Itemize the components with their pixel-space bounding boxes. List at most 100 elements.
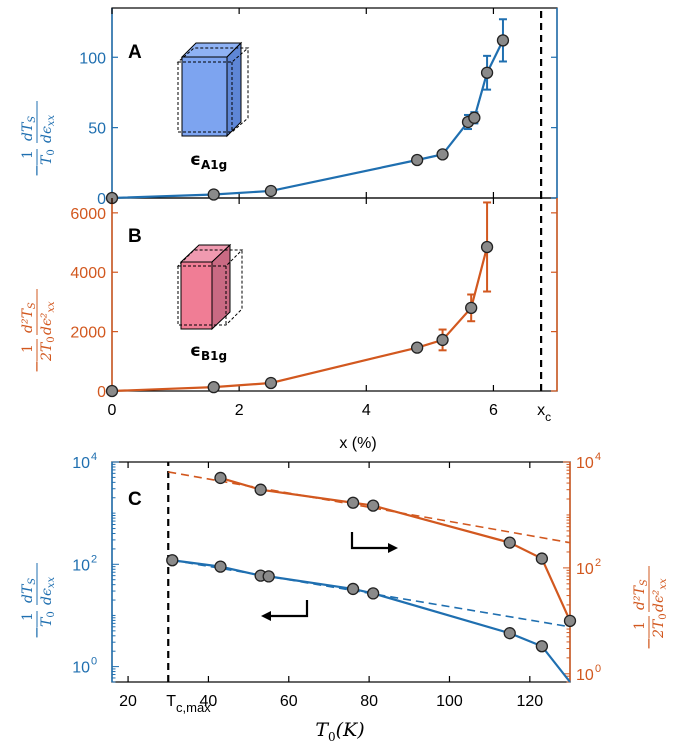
y-tick-label-right: 10 <box>576 561 594 578</box>
y-tick-label: 0 <box>97 384 106 401</box>
x-tick-label: 4 <box>362 402 371 419</box>
svg-text:dϵ²xx: dϵ²xx <box>651 578 669 612</box>
data-point <box>166 554 179 567</box>
data-point <box>366 587 380 600</box>
data-point <box>214 471 227 485</box>
svg-text:dϵxx: dϵxx <box>39 577 57 605</box>
svg-text:−: − <box>639 637 658 650</box>
x-tick-label: 20 <box>119 693 137 710</box>
inset-label-a: ϵA1g <box>190 150 227 172</box>
y-tick-label-left: 10 <box>72 557 90 574</box>
y-tick-label: 50 <box>88 121 106 138</box>
data-point <box>436 333 449 347</box>
data-point <box>105 384 119 398</box>
data-point <box>468 111 481 124</box>
y-tick-label-right: 10 <box>576 667 594 684</box>
data-point <box>264 376 278 390</box>
data-point <box>503 536 516 549</box>
data-point <box>535 552 549 565</box>
y-tick-label: 100 <box>79 50 106 67</box>
data-point <box>465 301 478 315</box>
data-point <box>262 570 275 583</box>
data-point <box>535 640 549 653</box>
y-tick-exponent-right: 0 <box>595 663 601 675</box>
tc-max-label: Tc,max <box>166 693 211 715</box>
y-tick-exponent-right: 4 <box>595 451 601 463</box>
strain-a1g-illustration <box>176 41 250 138</box>
y-tick-label: 0 <box>97 191 106 208</box>
x-tick-label: 80 <box>360 693 378 710</box>
y-tick-label-left: 10 <box>72 455 90 472</box>
data-point <box>264 184 278 198</box>
panel-b-frame <box>111 197 558 392</box>
panel-a-frame <box>111 7 558 199</box>
x-tick-label: 2 <box>235 402 244 419</box>
svg-text:−: − <box>27 164 46 177</box>
series-line <box>172 559 571 683</box>
xc-label: xc <box>537 402 551 424</box>
svg-text:dTS: dTS <box>20 578 38 603</box>
y-axis-label-b: − 1 2T0 d²TS dϵ²xx <box>20 289 57 373</box>
svg-text:2T0: 2T0 <box>651 613 669 639</box>
svg-text:1: 1 <box>632 621 648 630</box>
data-point <box>254 483 267 496</box>
series-line <box>111 39 504 200</box>
svg-text:2T0: 2T0 <box>39 336 57 362</box>
series-line <box>111 246 489 393</box>
panel-label-c: C <box>128 489 142 510</box>
y-tick-exponent-left: 2 <box>91 553 97 565</box>
data-point <box>563 614 577 627</box>
data-point <box>214 560 227 573</box>
x-tick-label: 0 <box>108 402 117 419</box>
y-tick-label: 2000 <box>70 325 106 342</box>
data-point <box>503 627 516 640</box>
y-tick-label-right: 10 <box>576 455 594 472</box>
data-point <box>207 188 220 201</box>
svg-text:d²TS: d²TS <box>632 579 650 610</box>
y-axis-label-c-right: − 1 2T0 d²TS dϵ²xx <box>632 566 669 650</box>
data-point <box>436 148 449 161</box>
svg-text:d²TS: d²TS <box>20 302 38 333</box>
y-tick-exponent-left: 0 <box>91 656 97 668</box>
data-point <box>346 582 360 596</box>
data-point <box>366 499 380 512</box>
x-axis-label-b: x (%) <box>339 435 376 452</box>
x-axis-label-c: T0(K) <box>315 719 364 744</box>
data-point <box>480 240 494 254</box>
panel-label-b: B <box>128 226 142 247</box>
y-tick-exponent-right: 2 <box>595 557 601 569</box>
data-point <box>410 341 424 354</box>
svg-text:−: − <box>27 626 46 639</box>
right-axis-arrow <box>350 532 398 553</box>
data-point <box>346 496 360 509</box>
svg-text:1: 1 <box>20 344 36 353</box>
inset-label-b: ϵB1g <box>190 341 227 363</box>
x-tick-label: 120 <box>516 693 543 710</box>
panel-c-frame <box>111 461 571 683</box>
y-axis-label-c-left: − 1 T0 dTS dϵxx <box>20 563 57 639</box>
y-axis-label-a: − 1 T0 dTS dϵxx <box>20 101 57 177</box>
svg-text:T0: T0 <box>39 611 57 627</box>
left-axis-arrow <box>261 600 309 621</box>
x-tick-label: 40 <box>200 693 218 710</box>
data-point <box>410 153 424 167</box>
y-tick-label: 6000 <box>70 206 106 223</box>
x-tick-label: 6 <box>489 402 498 419</box>
y-tick-exponent-left: 4 <box>91 451 97 463</box>
fit-line <box>168 471 571 544</box>
x-tick-label: 60 <box>280 693 298 710</box>
panel-label-a: A <box>128 42 142 63</box>
svg-text:T0: T0 <box>39 149 57 165</box>
strain-b1g-illustration <box>176 243 244 331</box>
svg-text:dϵ²xx: dϵ²xx <box>39 301 57 335</box>
data-point <box>207 380 220 394</box>
x-tick-label: 100 <box>436 693 463 710</box>
y-tick-label: 4000 <box>70 265 106 282</box>
y-tick-label-left: 10 <box>72 660 90 677</box>
svg-text:−: − <box>27 360 46 373</box>
svg-text:1: 1 <box>20 150 36 159</box>
svg-text:dϵxx: dϵxx <box>39 115 57 143</box>
svg-text:dTS: dTS <box>20 116 38 141</box>
